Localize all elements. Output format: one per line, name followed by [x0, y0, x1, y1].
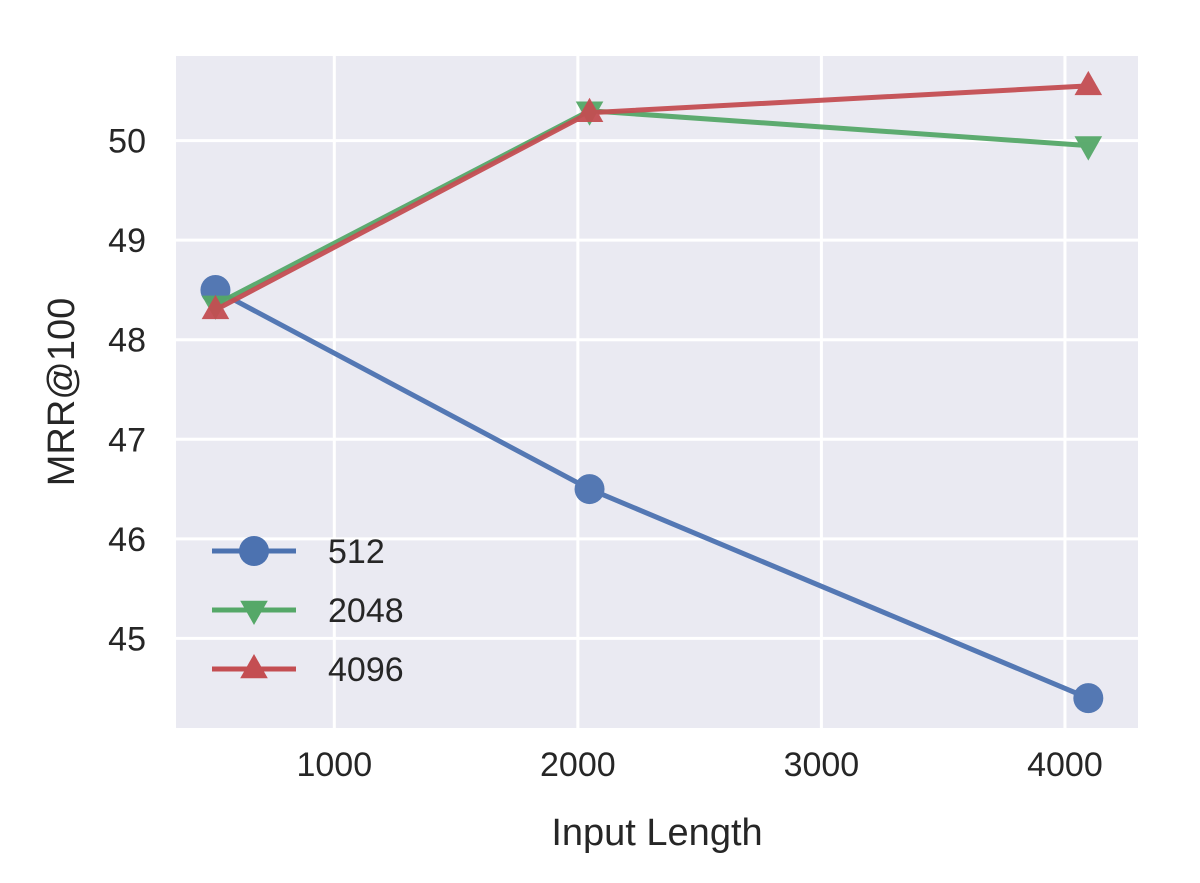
data-point — [1073, 683, 1104, 714]
series-layer — [200, 70, 1104, 714]
legend-label: 512 — [328, 533, 385, 571]
legend-marker — [240, 654, 268, 679]
x-axis-label: Input Length — [551, 812, 762, 854]
legend: 512 2048 4096 — [212, 533, 404, 689]
y-tick-label: 48 — [108, 322, 146, 360]
legend-label: 2048 — [328, 592, 404, 630]
data-point — [1074, 136, 1103, 161]
data-point — [574, 474, 605, 505]
y-tick-label: 45 — [108, 620, 146, 658]
data-point — [1074, 70, 1103, 96]
legend-entry: 2048 — [212, 592, 404, 630]
legend-label: 4096 — [328, 651, 404, 689]
x-tick-label: 1000 — [296, 746, 372, 784]
y-tick-label: 50 — [108, 123, 146, 161]
tick-labels: 1000 2000 3000 4000 45 46 47 48 49 50 — [108, 123, 1103, 784]
series-4096 — [201, 70, 1103, 320]
data-point — [201, 294, 230, 320]
legend-marker — [239, 536, 269, 566]
x-tick-label: 3000 — [784, 746, 860, 784]
y-tick-label: 46 — [108, 521, 146, 559]
y-tick-label: 47 — [108, 421, 146, 459]
legend-entry: 512 — [212, 533, 385, 571]
x-tick-label: 2000 — [540, 746, 616, 784]
grid — [176, 56, 1138, 728]
legend-entry: 4096 — [212, 651, 404, 689]
legend-marker — [240, 600, 268, 625]
plot-background — [176, 56, 1138, 728]
data-point — [575, 97, 604, 123]
x-tick-label: 4000 — [1027, 746, 1103, 784]
y-axis-label: MRR@100 — [41, 298, 83, 487]
y-tick-label: 49 — [108, 222, 146, 260]
